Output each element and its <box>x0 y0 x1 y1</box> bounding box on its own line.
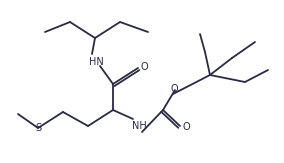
Text: NH: NH <box>131 121 146 131</box>
Text: HN: HN <box>89 57 103 67</box>
Text: O: O <box>182 122 190 132</box>
Text: O: O <box>140 62 148 72</box>
Text: S: S <box>35 123 41 133</box>
Text: O: O <box>170 84 178 94</box>
